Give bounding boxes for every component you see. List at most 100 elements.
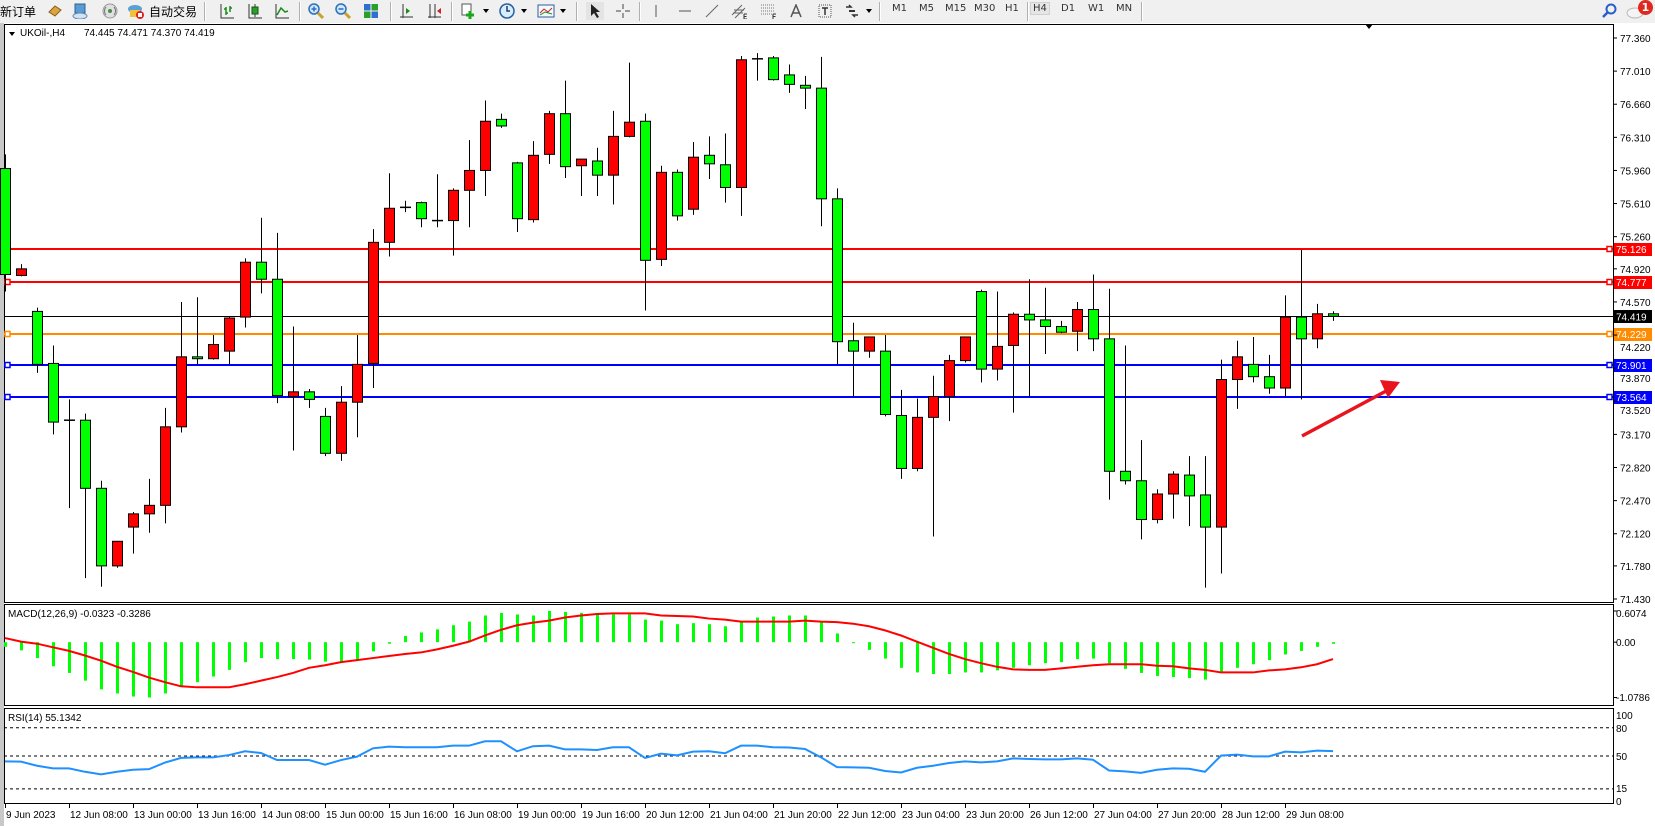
candlestick-icon[interactable] [246, 2, 264, 20]
price-tick-label: 73.170 [1620, 430, 1651, 441]
candle-body [1088, 309, 1099, 340]
candle-body [336, 401, 347, 454]
horizontal-line-icon[interactable] [676, 2, 694, 20]
level-price-box [1614, 328, 1652, 341]
templates-icon[interactable] [536, 2, 556, 20]
macd-histogram-bar [148, 642, 151, 698]
macd-histogram-bar [740, 621, 743, 643]
period-dropdown-arrow[interactable] [521, 9, 527, 13]
candle-body [1184, 474, 1195, 497]
macd-pane-frame [4, 604, 1614, 706]
crosshair-icon[interactable] [614, 2, 632, 20]
candle-body [960, 336, 971, 362]
symbol-label: UKOil-,H4 [20, 28, 65, 39]
chart-background [0, 23, 1655, 826]
macd-tick-label: 0.6074 [1616, 609, 1647, 620]
macd-histogram-bar [564, 611, 567, 643]
arrows-icon[interactable] [843, 2, 861, 20]
macd-histogram-bar [1268, 642, 1271, 661]
book-icon[interactable] [46, 2, 64, 20]
bid-price-box [1614, 310, 1652, 323]
candle-body [896, 414, 907, 469]
rsi-line [4, 740, 1334, 776]
candle [1152, 489, 1163, 524]
notification-badge[interactable]: 1 [1638, 0, 1653, 15]
time-tick-label: 29 Jun 08:00 [1286, 810, 1344, 821]
time-tick-label: 13 Jun 16:00 [198, 810, 256, 821]
fibonacci-icon[interactable] [760, 2, 778, 20]
zoom-out-icon[interactable] [334, 2, 352, 20]
candle [1040, 287, 1051, 354]
tile-windows-icon[interactable] [362, 2, 380, 20]
timeframe-m5[interactable]: M5 [919, 3, 934, 14]
macd-histogram-bar [1044, 642, 1047, 664]
equidistant-channel-icon[interactable] [731, 2, 749, 20]
auto-trade-button[interactable]: 自动交易 [148, 2, 198, 20]
chart-shift-marker[interactable] [1365, 24, 1373, 29]
market-watch-icon[interactable] [71, 2, 89, 20]
macd-tick-label: -1.0786 [1616, 693, 1650, 704]
macd-histogram-bar [868, 642, 871, 650]
macd-histogram-bar [388, 642, 391, 644]
candle-body [848, 340, 859, 352]
price-chart[interactable]: 75.126 74.777 74.229 73.901 73.564 74.419 77.… [0, 23, 1655, 826]
auto-scroll-icon[interactable] [397, 2, 415, 20]
search-icon[interactable] [1600, 2, 1618, 20]
cursor-icon[interactable] [586, 2, 604, 20]
line-chart-icon[interactable] [273, 2, 291, 20]
timeframe-mn[interactable]: MN [1116, 3, 1133, 14]
candle-body [992, 345, 1003, 370]
zoom-in-icon[interactable] [307, 2, 325, 20]
macd-tick-label: 0.00 [1616, 638, 1636, 649]
timeframe-m30[interactable]: M30 [974, 3, 996, 14]
timeframe-d1[interactable]: D1 [1061, 3, 1076, 14]
toolbar-separator [390, 2, 392, 21]
candle [640, 113, 651, 311]
macd-histogram-bar [516, 614, 519, 643]
candle-body [816, 87, 827, 200]
candle [80, 413, 91, 579]
macd-histogram-bar [372, 642, 375, 652]
new-order-button[interactable]: 新订单 [0, 2, 36, 20]
auto-trade-icon[interactable] [126, 2, 146, 20]
timeframe-h4[interactable]: H4 [1030, 2, 1050, 15]
candle-body [880, 350, 891, 416]
macd-histogram-bar [548, 611, 551, 643]
timeframe-w1[interactable]: W1 [1088, 3, 1105, 14]
templates-dropdown-arrow[interactable] [560, 9, 566, 13]
time-tick-label: 28 Jun 12:00 [1222, 810, 1280, 821]
level-price-box [1614, 243, 1652, 256]
annotation-arrow[interactable] [1301, 380, 1400, 438]
arrows-dropdown-arrow[interactable] [866, 9, 872, 13]
rsi-tick-label: 0 [1616, 797, 1622, 808]
text-icon[interactable] [787, 2, 805, 20]
level-price-label: 73.564 [1616, 393, 1647, 404]
candle [912, 398, 923, 472]
timeframe-m15[interactable]: M15 [945, 3, 967, 14]
trendline-icon[interactable] [703, 2, 721, 20]
candle-body [0, 168, 11, 276]
indicators-icon[interactable] [459, 2, 477, 20]
candle-body [1152, 493, 1163, 521]
vertical-line-icon[interactable] [648, 2, 664, 20]
candle-body [320, 415, 331, 454]
chart-shift-icon[interactable] [425, 2, 443, 20]
candle [1248, 336, 1259, 383]
macd-histogram-bar [276, 642, 279, 660]
timeframe-h1[interactable]: H1 [1005, 3, 1019, 14]
bar-chart-icon[interactable] [218, 2, 236, 20]
candle-body [1136, 480, 1147, 521]
macd-histogram-bar [68, 642, 71, 673]
rsi-label: RSI(14) 55.1342 [8, 713, 82, 724]
text-label-icon[interactable] [816, 2, 834, 20]
period-clock-icon[interactable] [498, 2, 516, 20]
chart-window[interactable]: 75.126 74.777 74.229 73.901 73.564 74.419 77.… [0, 23, 1655, 826]
macd-histogram-bar [788, 615, 791, 643]
macd-histogram-bar [1124, 642, 1127, 669]
macd-histogram-bar [772, 616, 775, 643]
symbol-menu-triangle[interactable] [9, 32, 15, 36]
macd-histogram-bar [948, 642, 951, 674]
timeframe-m1[interactable]: M1 [892, 3, 907, 14]
indicators-dropdown-arrow[interactable] [483, 9, 489, 13]
signals-icon[interactable] [101, 2, 119, 20]
